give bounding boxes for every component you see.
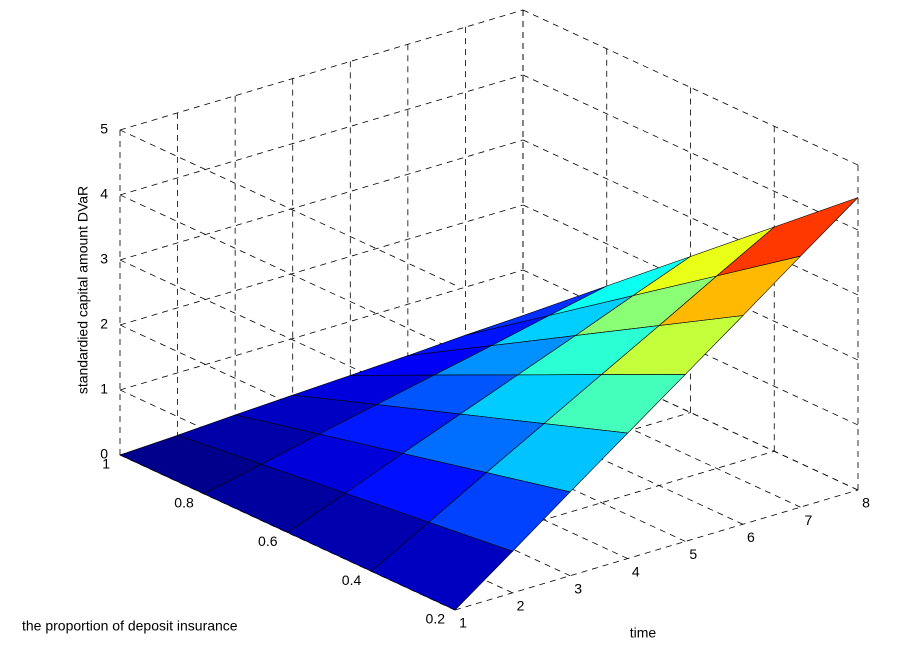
grid-line <box>119 129 456 286</box>
z-tick-label: 3 <box>100 251 108 267</box>
z-tick-label: 5 <box>100 121 108 137</box>
grid-line <box>119 194 456 351</box>
y-tick-label: 0.8 <box>174 494 194 510</box>
grid-line <box>119 204 524 326</box>
x-tick-label: 8 <box>862 495 870 511</box>
grid-line <box>454 489 859 611</box>
grid-line <box>119 74 524 196</box>
y-tick-label: 0.6 <box>258 533 278 549</box>
x-tick-label: 4 <box>632 563 640 579</box>
x-tick-label: 3 <box>574 580 582 596</box>
x-tick-label: 5 <box>689 546 697 562</box>
x-tick-label: 7 <box>805 512 813 528</box>
y-tick-label: 0.2 <box>426 611 446 627</box>
x-tick-label: 6 <box>747 529 755 545</box>
z-tick-label: 4 <box>100 186 108 202</box>
x-axis-label: time <box>630 625 657 641</box>
grid-line <box>119 269 524 391</box>
grid-line <box>119 139 524 261</box>
y-tick-label: 1 <box>102 456 110 472</box>
z-tick-label: 2 <box>100 316 108 332</box>
z-tick-label: 0 <box>100 446 108 462</box>
y-tick-label: 0.4 <box>342 572 362 588</box>
grid-line <box>522 74 859 231</box>
x-tick-label: 2 <box>517 598 525 614</box>
surface-patch <box>370 521 514 611</box>
x-tick-label: 1 <box>459 615 467 631</box>
z-axis-label: standardied capital amount DVaR <box>75 186 91 394</box>
y-axis-label: the proportion of deposit insurance <box>22 618 238 634</box>
grid-line <box>119 9 524 131</box>
z-tick-label: 1 <box>100 381 108 397</box>
